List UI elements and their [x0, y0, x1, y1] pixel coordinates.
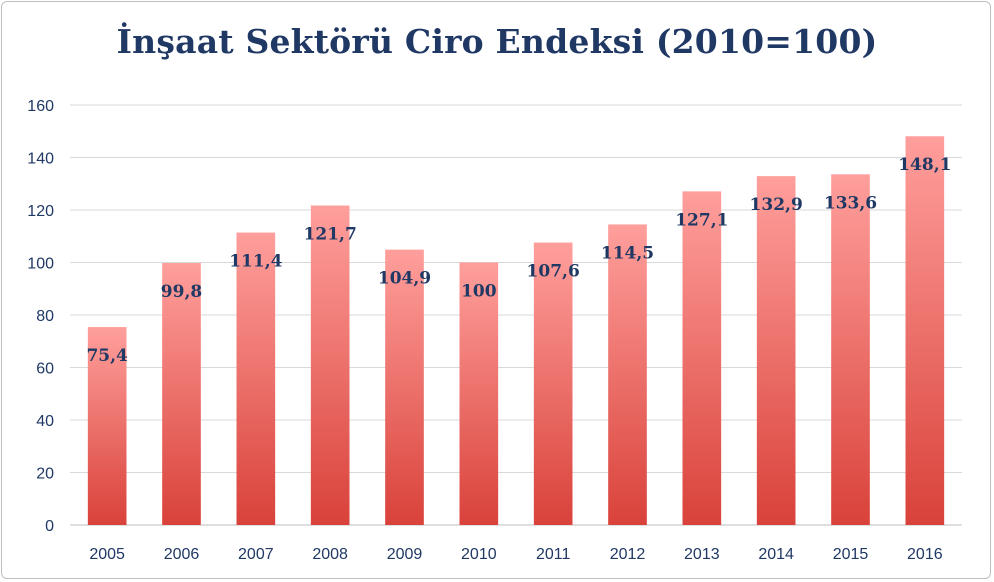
- bar-2008: [310, 205, 350, 525]
- data-label-2006: 99,8: [161, 282, 202, 302]
- bar-2007: [236, 232, 276, 525]
- x-tick-label-2013: 2013: [684, 546, 720, 563]
- data-label-2008: 121,7: [304, 225, 357, 245]
- data-label-2011: 107,6: [527, 262, 580, 282]
- data-label-2007: 111,4: [229, 252, 282, 272]
- x-tick-label-2009: 2009: [387, 546, 423, 563]
- bar-2014: [756, 176, 796, 525]
- bar-2016: [905, 136, 945, 526]
- bar-2005: [87, 327, 127, 525]
- y-tick-label-140: 140: [27, 151, 54, 168]
- gridlines: [70, 104, 962, 526]
- y-tick-label-20: 20: [36, 466, 54, 483]
- y-tick-label-80: 80: [36, 308, 54, 325]
- x-tick-label-2006: 2006: [164, 546, 200, 563]
- chart-title: İnşaat Sektörü Ciro Endeksi (2010=100): [116, 22, 878, 61]
- x-tick-label-2011: 2011: [536, 546, 571, 563]
- x-tick-label-2008: 2008: [312, 546, 348, 563]
- data-label-2012: 114,5: [601, 243, 654, 263]
- bar-2006: [162, 263, 201, 525]
- y-tick-label-160: 160: [27, 98, 54, 115]
- bar-2012: [608, 224, 647, 525]
- data-label-2009: 104,9: [378, 269, 431, 289]
- y-tick-label-120: 120: [27, 203, 54, 220]
- data-label-2016: 148,1: [898, 155, 951, 175]
- data-label-2010: 100: [461, 282, 497, 302]
- y-tick-label-0: 0: [45, 518, 54, 535]
- bar-2010: [459, 262, 499, 525]
- data-label-2005: 75,4: [86, 346, 128, 366]
- x-tick-label-2015: 2015: [833, 546, 869, 563]
- bar-2013: [682, 191, 722, 526]
- y-tick-label-60: 60: [36, 361, 54, 378]
- data-label-2013: 127,1: [675, 210, 728, 230]
- x-tick-label-2007: 2007: [238, 546, 274, 563]
- x-axis-ticks: 2005 2006 2007 2008 2009 2010 2011 2012 2013 2014…: [89, 546, 942, 563]
- x-tick-label-2014: 2014: [758, 546, 794, 563]
- x-tick-label-2016: 2016: [907, 546, 943, 563]
- y-tick-label-100: 100: [27, 256, 54, 273]
- x-tick-label-2005: 2005: [89, 546, 125, 563]
- y-axis-ticks: 0 20 40 60 80 100 120 140 160: [27, 98, 54, 535]
- x-tick-label-2010: 2010: [461, 546, 497, 563]
- data-label-2015: 133,6: [824, 193, 877, 213]
- data-labels: 75,4 99,8 111,4 121,7 104,9 100 107,6 114,5 127,…: [86, 155, 951, 366]
- data-label-2014: 132,9: [750, 195, 803, 215]
- bars: [87, 136, 945, 526]
- bar-2011: [533, 242, 573, 526]
- bar-2015: [831, 174, 870, 526]
- y-tick-label-40: 40: [36, 413, 54, 430]
- x-tick-label-2012: 2012: [610, 546, 646, 563]
- bar-2009: [385, 249, 424, 525]
